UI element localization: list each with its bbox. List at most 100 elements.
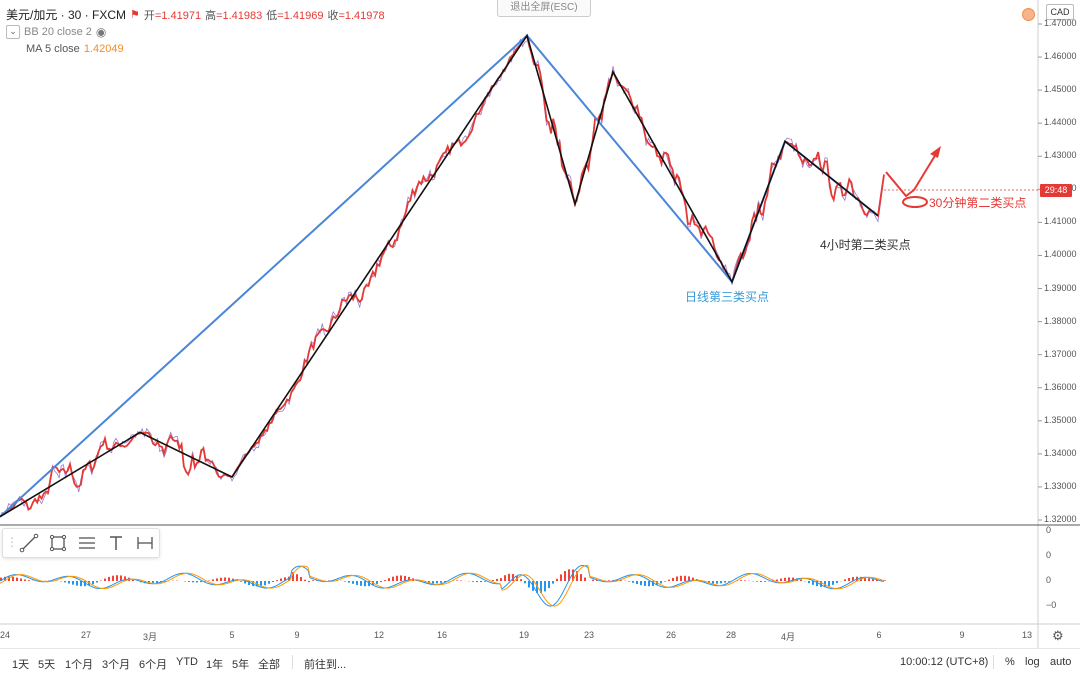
- macd-histogram-bar: [672, 578, 674, 581]
- ma-label[interactable]: MA 5 close: [26, 43, 80, 55]
- osc-tick-label: 0: [1046, 550, 1051, 560]
- ohlc-close: 收=1.41978: [327, 7, 384, 23]
- date-tick-label: 6: [876, 630, 881, 640]
- exit-fullscreen-button[interactable]: 退出全屏(ESC): [497, 0, 591, 17]
- macd-histogram-bar: [360, 581, 362, 586]
- macd-histogram-bar: [12, 577, 14, 581]
- date-tick-label: 9: [959, 630, 964, 640]
- macd-histogram-bar: [628, 581, 630, 582]
- chevron-down-icon[interactable]: ⌄: [6, 25, 20, 39]
- macd-histogram-bar: [228, 578, 230, 581]
- date-tick-label: 9: [294, 630, 299, 640]
- macd-histogram-bar: [548, 581, 550, 588]
- range-1y-button[interactable]: 1年: [206, 656, 223, 672]
- macd-histogram-bar: [304, 580, 306, 581]
- price-tick-label: 1.37000: [1044, 349, 1077, 359]
- macd-histogram-bar: [240, 581, 242, 582]
- macd-histogram-bar: [24, 579, 26, 581]
- range-6m-button[interactable]: 6个月: [139, 656, 167, 672]
- macd-histogram-bar: [220, 578, 222, 581]
- macd-histogram-bar: [312, 580, 314, 581]
- auto-toggle[interactable]: auto: [1050, 656, 1071, 668]
- macd-histogram-bar: [392, 577, 394, 581]
- chart-canvas[interactable]: [0, 0, 1080, 648]
- text-icon[interactable]: [106, 533, 126, 553]
- date-tick-label: 4月: [781, 630, 795, 643]
- range-5y-button[interactable]: 5年: [232, 656, 249, 672]
- eye-hidden-icon[interactable]: ◉: [96, 25, 106, 39]
- macd-histogram-bar: [808, 581, 810, 583]
- range-all-button[interactable]: 全部: [258, 656, 280, 672]
- symbol-legend: 美元/加元 · 30 · FXCM ⚑ 开=1.41971 高=1.41983 …: [6, 6, 385, 23]
- macd-histogram-bar: [800, 580, 802, 581]
- macd-histogram-bar: [188, 581, 190, 582]
- macd-histogram-bar: [216, 578, 218, 581]
- drag-handle-icon[interactable]: ⋮: [6, 535, 18, 549]
- macd-histogram-bar: [356, 581, 358, 585]
- symbol-title[interactable]: 美元/加元 · 30 · FXCM: [6, 6, 126, 23]
- percent-toggle[interactable]: %: [1005, 656, 1015, 668]
- range-1m-button[interactable]: 1个月: [65, 656, 93, 672]
- date-tick-label: 12: [374, 630, 384, 640]
- bb-label[interactable]: BB 20 close 2: [24, 26, 92, 38]
- macd-histogram-bar: [28, 580, 30, 581]
- goto-button[interactable]: 前往到...: [304, 656, 346, 672]
- range-ytd-button[interactable]: YTD: [176, 656, 198, 668]
- macd-histogram-bar: [224, 577, 226, 581]
- macd-histogram-bar: [552, 581, 554, 584]
- macd-histogram-bar: [72, 581, 74, 585]
- flag-icon[interactable]: ⚑: [130, 8, 140, 21]
- macd-histogram-bar: [436, 581, 438, 583]
- macd-histogram-bar: [664, 581, 666, 582]
- log-toggle[interactable]: log: [1025, 656, 1040, 668]
- macd-histogram-bar: [300, 577, 302, 581]
- range-1d-button[interactable]: 1天: [12, 656, 29, 672]
- rectangle-icon[interactable]: [48, 533, 68, 553]
- black-stroke-series: [0, 36, 878, 517]
- macd-histogram-bar: [276, 580, 278, 581]
- macd-histogram-bar: [308, 581, 310, 582]
- annotation-four-hour: 4小时第二类买点: [820, 236, 911, 253]
- date-tick-label: 26: [666, 630, 676, 640]
- macd-histogram-bar: [728, 581, 730, 582]
- macd-histogram-bar: [480, 581, 482, 582]
- macd-histogram-bar: [440, 581, 442, 583]
- macd-histogram-bar: [472, 581, 474, 582]
- macd-histogram-bar: [872, 579, 874, 581]
- bb-legend: ⌄ BB 20 close 2 ◉: [6, 25, 106, 39]
- macd-histogram-bar: [456, 580, 458, 581]
- annotation-thirty-min: 30分钟第二类买点: [929, 194, 1026, 211]
- ma-legend: MA 5 close 1.42049: [26, 43, 124, 55]
- macd-histogram-bar: [200, 581, 202, 582]
- macd-histogram-bar: [832, 581, 834, 585]
- macd-histogram-bar: [272, 581, 274, 582]
- macd-histogram-bar: [848, 578, 850, 581]
- macd-histogram-bar: [676, 577, 678, 581]
- gear-icon[interactable]: ⚙: [1052, 628, 1064, 644]
- trend-line-icon[interactable]: [19, 533, 39, 553]
- measure-icon[interactable]: [135, 533, 155, 553]
- macd-histogram-bar: [868, 578, 870, 581]
- range-5d-button[interactable]: 5天: [38, 656, 55, 672]
- macd-histogram-bar: [544, 581, 546, 591]
- macd-histogram-bar: [524, 581, 526, 583]
- price-tick-label: 1.43000: [1044, 150, 1077, 160]
- macd-histogram-bar: [80, 581, 82, 586]
- macd-histogram-bar: [812, 581, 814, 585]
- bar-countdown: 29:48: [1040, 184, 1072, 197]
- date-tick-label: 23: [584, 630, 594, 640]
- date-tick-label: 27: [81, 630, 91, 640]
- macd-histogram-bar: [212, 579, 214, 581]
- macd-histogram-bar: [192, 581, 194, 582]
- horizontal-lines-icon[interactable]: [77, 533, 97, 553]
- clock-display[interactable]: 10:00:12 (UTC+8): [900, 656, 988, 668]
- blue-stroke-series: [0, 36, 878, 517]
- date-tick-label: 16: [437, 630, 447, 640]
- macd-histogram-bar: [64, 581, 66, 582]
- price-tick-label: 1.46000: [1044, 51, 1077, 61]
- alert-indicator-icon[interactable]: [1022, 8, 1035, 21]
- range-3m-button[interactable]: 3个月: [102, 656, 130, 672]
- macd-histogram-bar: [644, 581, 646, 586]
- macd-histogram-bar: [680, 576, 682, 581]
- macd-histogram-bar: [560, 574, 562, 581]
